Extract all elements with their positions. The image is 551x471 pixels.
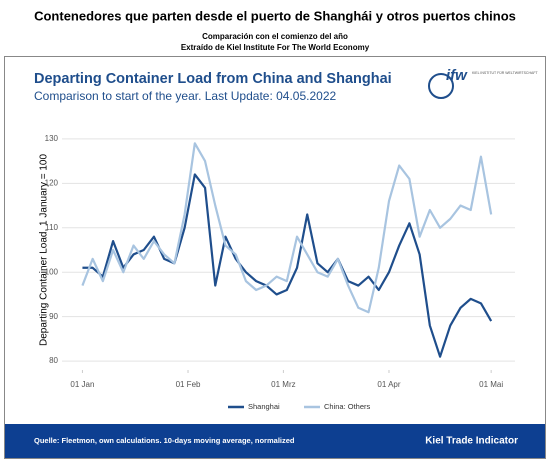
logo-swoosh	[428, 73, 454, 99]
y-tick-label: 80	[49, 356, 58, 365]
x-tick-label: 01 Mrz	[271, 380, 295, 389]
y-axis-label: Departing Container Load, 1 January = 10…	[39, 154, 50, 347]
logo-text: KIEL INSTITUT FÜR WELTWIRTSCHAFT	[472, 71, 538, 75]
chart-subtitle: Comparison to start of the year. Last Up…	[34, 89, 337, 103]
logo-mark: ifw	[446, 67, 468, 84]
logo: ifw KIEL INSTITUT FÜR WELTWIRTSCHAFT	[428, 67, 538, 99]
page-source: Extraído de Kiel Institute For The World…	[181, 43, 370, 52]
legend-label: Shanghai	[248, 402, 280, 411]
y-tick-label: 90	[49, 312, 58, 321]
footer-brand: Kiel Trade Indicator	[425, 436, 518, 447]
x-tick-label: 01 Jan	[70, 380, 94, 389]
y-tick-label: 120	[45, 178, 59, 187]
page-subtitle: Comparación con el comienzo del año	[202, 32, 348, 41]
series-line	[82, 173, 493, 358]
footer-bar	[5, 424, 545, 458]
x-tick-label: 01 Feb	[176, 380, 201, 389]
y-tick-label: 110	[45, 223, 58, 232]
x-tick-label: 01 Apr	[377, 380, 400, 389]
page-title: Contenedores que parten desde el puerto …	[34, 8, 516, 23]
y-tick-label: 100	[45, 267, 59, 276]
legend-label: China: Others	[324, 402, 371, 411]
x-tick-label: 01 Mai	[479, 380, 503, 389]
series-line	[81, 142, 493, 314]
chart-frame	[4, 56, 546, 459]
chart-title: Departing Container Load from China and …	[34, 71, 392, 87]
y-tick-label: 130	[45, 134, 59, 143]
footer-source: Quelle: Fleetmon, own calculations. 10-d…	[34, 436, 295, 445]
